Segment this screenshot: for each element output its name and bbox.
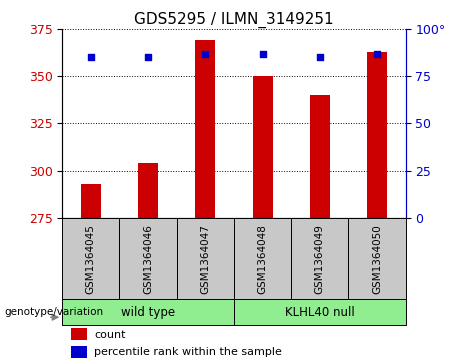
Bar <box>62 218 119 299</box>
Bar <box>71 346 88 358</box>
Point <box>87 54 95 60</box>
Point <box>373 51 381 57</box>
Bar <box>81 184 101 218</box>
Bar <box>234 218 291 299</box>
Title: GDS5295 / ILMN_3149251: GDS5295 / ILMN_3149251 <box>134 12 334 28</box>
Text: KLHL40 null: KLHL40 null <box>285 306 355 319</box>
Bar <box>195 40 215 218</box>
Bar <box>367 52 387 218</box>
Bar <box>234 299 406 325</box>
Bar <box>349 218 406 299</box>
Text: percentile rank within the sample: percentile rank within the sample <box>94 347 282 357</box>
Text: GSM1364048: GSM1364048 <box>258 224 267 294</box>
Bar <box>177 218 234 299</box>
Bar <box>310 95 330 218</box>
Bar <box>71 328 88 340</box>
Text: GSM1364049: GSM1364049 <box>315 224 325 294</box>
Text: wild type: wild type <box>121 306 175 319</box>
Bar <box>119 218 177 299</box>
Text: genotype/variation: genotype/variation <box>5 307 104 317</box>
Text: GSM1364047: GSM1364047 <box>201 224 210 294</box>
Bar <box>291 218 349 299</box>
Text: GSM1364045: GSM1364045 <box>86 224 96 294</box>
Text: GSM1364050: GSM1364050 <box>372 224 382 294</box>
Text: count: count <box>94 330 126 339</box>
Bar <box>253 76 272 218</box>
Point <box>316 54 324 60</box>
Point <box>201 51 209 57</box>
Point <box>144 54 152 60</box>
Bar <box>138 163 158 218</box>
Bar <box>62 299 234 325</box>
Text: GSM1364046: GSM1364046 <box>143 224 153 294</box>
Point <box>259 51 266 57</box>
